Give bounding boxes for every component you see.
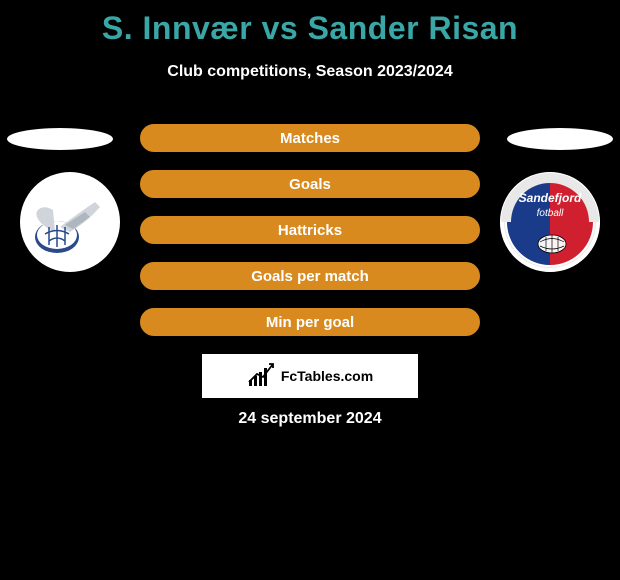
club-subtext: fotball: [537, 208, 564, 219]
stat-min-per-goal: Min per goal: [140, 308, 480, 336]
stat-goals-per-match: Goals per match: [140, 262, 480, 290]
left-club-badge: [20, 172, 120, 272]
stat-matches: Matches: [140, 124, 480, 152]
page-title: S. Innvær vs Sander Risan: [0, 0, 620, 47]
haugesund-logo-icon: [25, 177, 115, 267]
left-value-placeholder: [7, 128, 113, 150]
stat-label: Min per goal: [266, 314, 354, 331]
trend-line-icon: [247, 362, 275, 386]
stat-label: Hattricks: [278, 222, 342, 239]
attribution-box: FcTables.com: [202, 354, 418, 398]
season-subtitle: Club competitions, Season 2023/2024: [0, 63, 620, 81]
right-value-placeholder: [507, 128, 613, 150]
stat-rows: Matches Goals Hattricks Goals per match …: [140, 124, 480, 354]
stat-label: Matches: [280, 130, 340, 147]
attribution-text: FcTables.com: [281, 368, 373, 384]
right-club-badge: Sandefjord fotball: [500, 172, 600, 272]
snapshot-date: 24 september 2024: [0, 410, 620, 428]
club-name-text: Sandefjord: [519, 191, 582, 205]
comparison-card: S. Innvær vs Sander Risan Club competiti…: [0, 0, 620, 580]
stat-hattricks: Hattricks: [140, 216, 480, 244]
stat-goals: Goals: [140, 170, 480, 198]
sandefjord-logo-icon: Sandefjord fotball: [500, 172, 600, 272]
stat-label: Goals per match: [251, 268, 369, 285]
bar-chart-icon: [247, 366, 275, 386]
stat-label: Goals: [289, 176, 331, 193]
